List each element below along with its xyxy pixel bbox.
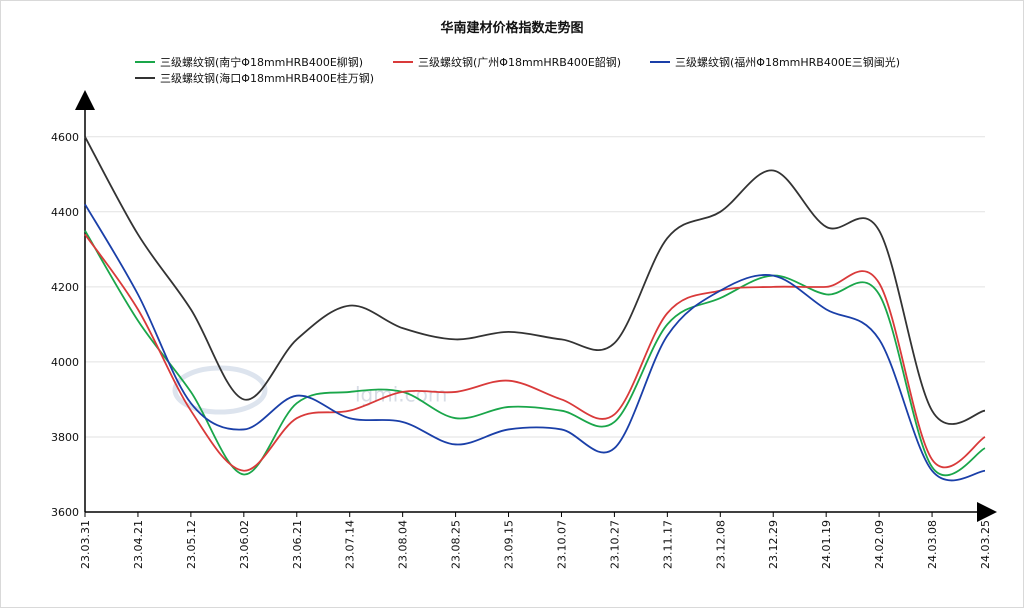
x-tick-label: 23.12.29 — [767, 520, 780, 569]
watermark-text: lgmi.com — [355, 382, 447, 406]
x-tick-label: 24.03.25 — [979, 520, 992, 569]
x-tick-label: 23.08.04 — [397, 520, 410, 569]
x-tick-label: 24.03.08 — [926, 520, 939, 569]
x-tick-label: 23.11.17 — [661, 520, 674, 569]
x-tick-label: 23.08.25 — [450, 520, 463, 569]
series-line-3 — [84, 203, 986, 482]
legend-label-4: 三级螺纹钢(海口Φ18mmHRB400E桂万钢) — [160, 71, 374, 85]
x-tick-label: 24.01.19 — [820, 520, 833, 569]
y-tick-label: 4200 — [51, 281, 79, 294]
y-axis-arrow — [75, 90, 95, 110]
x-tick-label: 24.02.09 — [873, 520, 886, 569]
x-tick-label: 23.06.21 — [291, 520, 304, 569]
x-tick-label: 23.10.27 — [608, 520, 621, 569]
y-tick-label: 4000 — [51, 356, 79, 369]
x-tick-label: 23.05.12 — [185, 520, 198, 569]
legend-label-1: 三级螺纹钢(南宁Φ18mmHRB400E柳钢) — [160, 55, 363, 69]
y-tick-label: 3600 — [51, 506, 79, 519]
x-tick-label: 23.10.07 — [555, 520, 568, 569]
chart-title: 华南建材价格指数走势图 — [440, 21, 584, 36]
x-tick-label: 23.04.21 — [132, 520, 145, 569]
x-tick-label: 23.03.31 — [79, 520, 92, 569]
series-line-1 — [84, 230, 986, 477]
y-tick-label: 3800 — [51, 431, 79, 444]
legend-label-2: 三级螺纹钢(广州Φ18mmHRB400E韶钢) — [418, 55, 621, 69]
x-tick-label: 23.07.14 — [344, 520, 357, 569]
x-tick-label: 23.06.02 — [238, 520, 251, 569]
series-line-4 — [84, 136, 986, 425]
x-axis-arrow — [977, 502, 997, 522]
x-tick-label: 23.09.15 — [503, 520, 516, 569]
y-tick-label: 4400 — [51, 206, 79, 219]
y-tick-label: 4600 — [51, 131, 79, 144]
series-line-2 — [84, 233, 986, 472]
legend-label-3: 三级螺纹钢(福州Φ18mmHRB400E三钢闽光) — [675, 55, 900, 69]
x-tick-label: 23.12.08 — [714, 520, 727, 569]
